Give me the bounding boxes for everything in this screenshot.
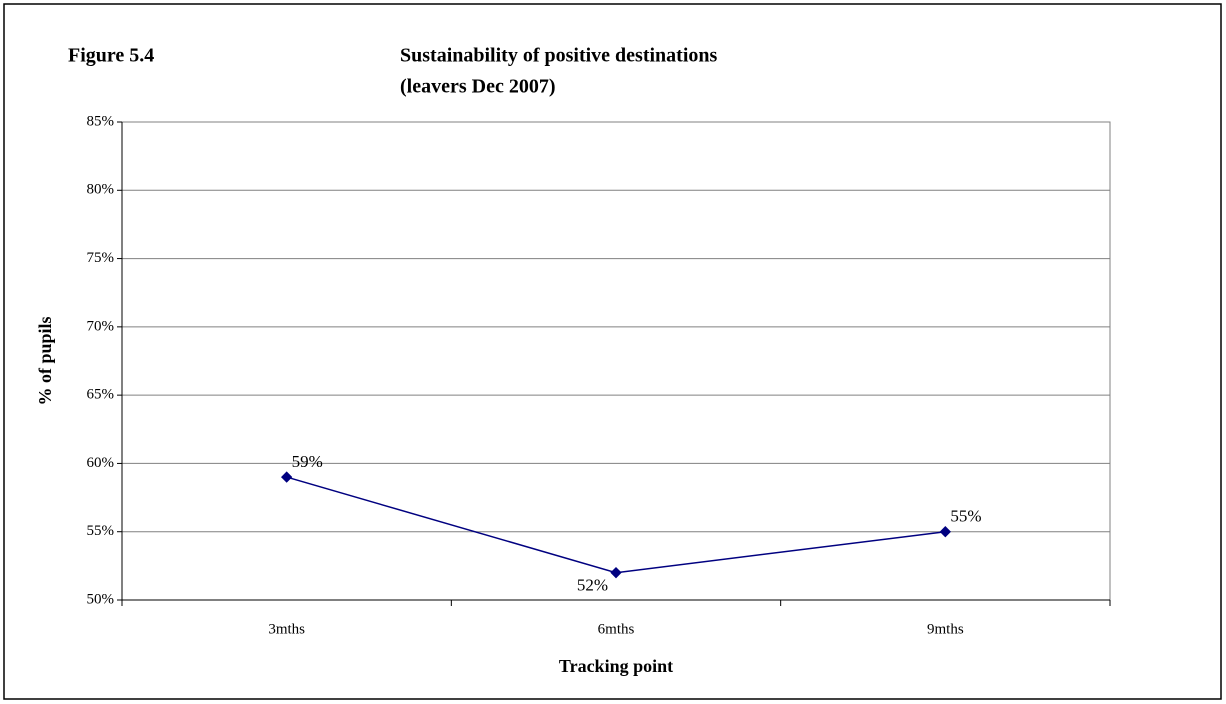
chart-border: [3, 3, 1222, 700]
marker: [281, 471, 293, 483]
chart-title: Sustainability of positive destinations: [400, 45, 718, 67]
marker: [939, 526, 951, 538]
x-tick-label: 9mths: [927, 621, 964, 637]
chart-subtitle: (leavers Dec 2007): [400, 76, 556, 98]
data-label: 59%: [292, 452, 323, 471]
y-tick-label: 80%: [87, 182, 115, 198]
y-tick-label: 60%: [87, 455, 115, 471]
data-label: 55%: [950, 507, 981, 526]
y-axis-title: % of pupils: [35, 316, 55, 405]
x-axis-title: Tracking point: [559, 656, 673, 676]
x-tick-label: 3mths: [268, 621, 305, 637]
marker: [610, 567, 622, 579]
y-tick-label: 85%: [87, 113, 115, 129]
y-tick-label: 75%: [87, 250, 115, 266]
y-tick-label: 55%: [87, 523, 115, 539]
y-tick-label: 65%: [87, 387, 115, 403]
y-tick-label: 70%: [87, 318, 115, 334]
data-label: 52%: [577, 576, 608, 595]
x-tick-label: 6mths: [598, 621, 635, 637]
figure-label: Figure 5.4: [68, 45, 154, 67]
y-tick-label: 50%: [87, 591, 115, 607]
